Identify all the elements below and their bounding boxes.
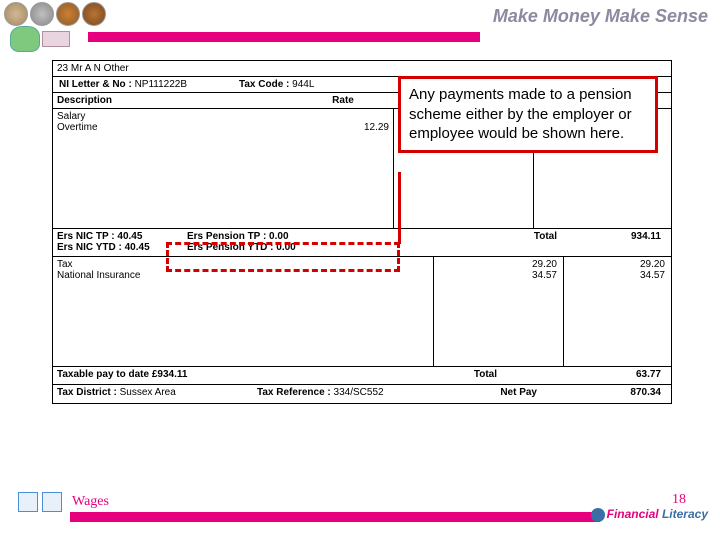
total2-value: 63.77 <box>497 369 667 382</box>
salary-label: Salary <box>57 111 289 122</box>
tax-amount-b: 29.20 <box>570 259 665 270</box>
slide-footer: Wages 18 Financial Literacy <box>0 488 720 532</box>
piggy-icon <box>10 26 40 52</box>
callout-connector <box>398 172 401 244</box>
highlight-box <box>166 242 400 272</box>
taxable-row: Taxable pay to date £934.11 Total 63.77 <box>53 367 671 385</box>
tax-ref-label: Tax Reference : <box>257 387 331 398</box>
coin-icon <box>56 2 80 26</box>
ers-nic-tp: Ers NIC TP : 40.45 <box>57 231 187 242</box>
ni-amount-a: 34.57 <box>440 270 557 281</box>
description-header: Description <box>53 93 293 108</box>
ni-label: NI Letter & No : <box>59 79 132 90</box>
payslip-deductions-body: Tax National Insurance 29.20 34.57 29.20… <box>53 257 671 367</box>
logo-icon <box>18 492 38 512</box>
annotation-callout: Any payments made to a pension scheme ei… <box>398 76 658 153</box>
page-number: 18 <box>672 492 686 508</box>
district-row: Tax District : Sussex Area Tax Reference… <box>53 385 671 403</box>
tax-amount-a: 29.20 <box>440 259 557 270</box>
footer-logos <box>18 492 62 512</box>
tax-code-label: Tax Code : <box>239 79 289 90</box>
total2-label: Total <box>437 369 497 382</box>
header-accent-bar <box>88 32 480 42</box>
district-label: Tax District : <box>57 387 117 398</box>
slide-header: Make Money Make Sense <box>0 0 720 48</box>
coin-icons <box>4 2 106 26</box>
total-label: Total <box>387 231 587 242</box>
banknote-icon <box>42 31 70 47</box>
district-value: Sussex Area <box>120 387 176 398</box>
taxable-label: Taxable pay to date £934.11 <box>57 369 437 382</box>
fin-word1: Financial <box>607 507 659 521</box>
overtime-label: Overtime <box>57 122 289 133</box>
ni-amount-b: 34.57 <box>570 270 665 281</box>
net-pay-value: 870.34 <box>537 387 667 401</box>
fin-word2: Literacy <box>662 507 708 521</box>
coin-icon <box>82 2 106 26</box>
brand-title: Make Money Make Sense <box>493 6 708 27</box>
overtime-rate: 12.29 <box>297 122 389 133</box>
logo-icon <box>42 492 62 512</box>
payee-id: 23 Mr A N Other <box>57 63 129 74</box>
rate-header: Rate <box>293 93 393 108</box>
tax-code-value: 944L <box>292 79 314 90</box>
net-pay-label: Net Pay <box>457 387 537 401</box>
financial-literacy-logo: Financial Literacy <box>591 507 708 522</box>
footer-accent-bar <box>70 512 600 522</box>
globe-icon <box>591 508 605 522</box>
total-value: 934.11 <box>587 231 667 242</box>
ers-pension-tp: Ers Pension TP : 0.00 <box>187 231 387 242</box>
tax-ref-value: 334/SC552 <box>334 387 384 398</box>
coin-icons-row2 <box>10 26 70 52</box>
ni-value: NP111222B <box>135 79 187 90</box>
coin-icon <box>4 2 28 26</box>
footer-title: Wages <box>72 494 109 510</box>
coin-icon <box>30 2 54 26</box>
payslip-id-row: 23 Mr A N Other <box>53 61 671 77</box>
